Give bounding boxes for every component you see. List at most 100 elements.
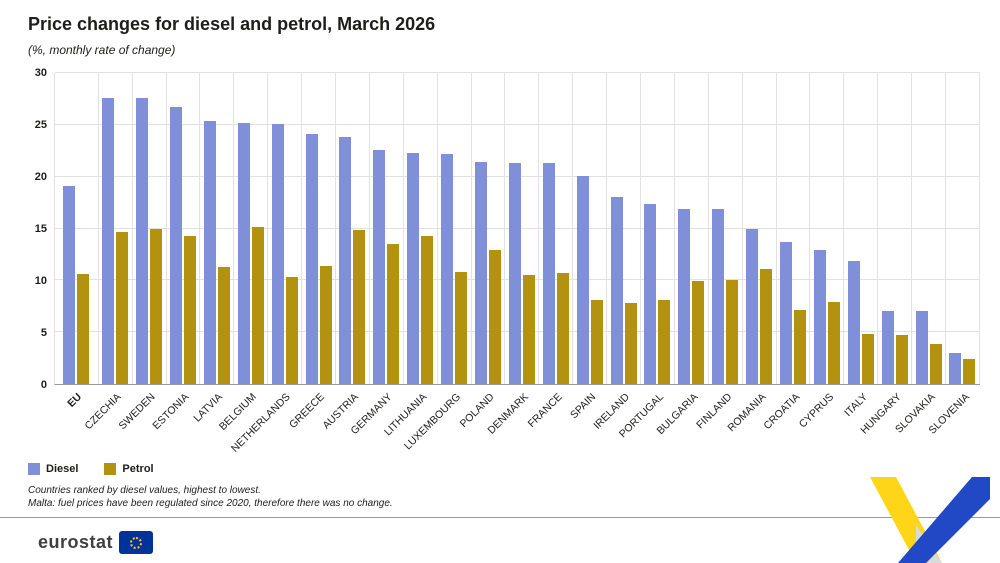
bar-group xyxy=(844,73,879,384)
gridline xyxy=(55,123,980,125)
bar-group xyxy=(878,73,913,384)
bar-chart: 0 5 10 15 20 25 30 EU CZECHIA SWEDEN ESTONIA LATVI… xyxy=(28,67,980,459)
bar-petrol xyxy=(827,302,840,384)
y-axis-spacer xyxy=(28,385,54,459)
bar-diesel xyxy=(169,107,182,384)
bar-group xyxy=(268,73,303,384)
bar-group xyxy=(777,73,811,384)
bar-diesel xyxy=(847,260,860,384)
bar-diesel xyxy=(203,120,216,384)
footer-divider xyxy=(0,517,1000,518)
bar-group xyxy=(912,73,947,384)
bar-petrol xyxy=(929,343,942,384)
bar-diesel xyxy=(746,228,759,384)
bar-petrol xyxy=(455,272,468,384)
y-axis: 0 5 10 15 20 25 30 xyxy=(28,67,54,391)
y-tick-label: 20 xyxy=(34,171,47,183)
bar-diesel xyxy=(881,311,894,384)
bar-petrol xyxy=(353,229,366,384)
legend: Diesel Petrol xyxy=(28,463,980,475)
bar-petrol xyxy=(963,359,976,384)
bar-petrol xyxy=(522,275,535,384)
bar-diesel xyxy=(339,137,352,384)
bar-petrol xyxy=(489,250,501,384)
eurostat-ribbon-graphic xyxy=(870,477,990,563)
bar-group xyxy=(55,73,99,384)
bar-group xyxy=(167,73,201,384)
eu-flag-icon xyxy=(119,531,154,554)
x-axis: EU CZECHIA SWEDEN ESTONIA LATVIA BELGIUM NETHE… xyxy=(28,385,980,459)
bar-petrol xyxy=(387,244,400,384)
y-tick-label: 0 xyxy=(40,379,47,391)
bar-group xyxy=(370,73,404,384)
bar-group xyxy=(505,73,540,384)
bar-petrol xyxy=(692,281,705,384)
bar-group xyxy=(438,73,472,384)
gridline xyxy=(55,72,980,73)
bar-petrol xyxy=(116,231,129,384)
bar-petrol xyxy=(183,235,196,384)
chart-subtitle: (%, monthly rate of change) xyxy=(28,43,176,57)
bar-petrol xyxy=(760,268,773,384)
bar-diesel xyxy=(813,250,826,384)
bar-petrol xyxy=(624,303,637,384)
y-tick-label: 25 xyxy=(34,119,47,131)
bar-diesel xyxy=(678,208,691,384)
footnote-malta: Malta: fuel prices have been regulated s… xyxy=(28,498,393,509)
bar-group xyxy=(675,73,709,384)
bar-group xyxy=(539,73,574,384)
legend-swatch-icon xyxy=(104,463,117,475)
bar-petrol xyxy=(217,266,230,384)
legend-item-diesel: Diesel xyxy=(28,463,78,475)
bar-group xyxy=(234,73,269,384)
x-axis-label: EU xyxy=(65,391,85,410)
bar-diesel xyxy=(136,97,149,384)
bar-group xyxy=(99,73,133,384)
bar-petrol xyxy=(658,300,671,384)
bar-group xyxy=(743,73,777,384)
bar-group xyxy=(810,73,845,384)
bar-petrol xyxy=(895,335,908,384)
chart-title: Price changes for diesel and petrol, Mar… xyxy=(28,14,436,34)
x-label-cell: CYPRUS xyxy=(796,385,844,459)
bar-group xyxy=(472,73,506,384)
bar-diesel xyxy=(475,162,487,384)
bar-petrol xyxy=(285,277,298,384)
bar-petrol xyxy=(794,310,807,384)
plot-area xyxy=(54,72,980,385)
bar-petrol xyxy=(590,300,603,384)
bar-group xyxy=(336,73,370,384)
bar-diesel xyxy=(63,186,76,384)
bar-petrol xyxy=(726,280,739,384)
bar-diesel xyxy=(373,149,386,384)
x-label-cell: FRANCE xyxy=(526,385,573,459)
bar-group xyxy=(302,73,336,384)
bar-group xyxy=(573,73,608,384)
eurostat-logo-text: eurostat xyxy=(38,532,114,552)
bar-group xyxy=(946,73,980,384)
bar-group xyxy=(641,73,675,384)
bar-diesel xyxy=(508,163,521,384)
x-label-cell: SLOVENIA xyxy=(926,385,980,459)
footnote-ranking: Countries ranked by diesel values, highe… xyxy=(28,485,261,496)
legend-item-petrol: Petrol xyxy=(104,463,154,475)
x-axis-label: SPAIN xyxy=(568,391,599,422)
page: Price changes for diesel and petrol, Mar… xyxy=(28,14,980,509)
bar-petrol xyxy=(251,227,264,384)
bar-diesel xyxy=(915,311,928,384)
bar-diesel xyxy=(780,241,793,384)
x-axis-label: ITALY xyxy=(841,391,870,420)
bar-diesel xyxy=(102,97,115,384)
y-tick-label: 30 xyxy=(34,67,47,79)
plot-row: 0 5 10 15 20 25 30 xyxy=(28,67,980,391)
bar-petrol xyxy=(319,265,332,384)
bar-diesel xyxy=(441,153,454,384)
bar-diesel xyxy=(542,163,555,384)
y-tick-label: 10 xyxy=(34,275,47,287)
eurostat-logo: eurostat xyxy=(38,531,154,554)
bar-petrol xyxy=(77,274,90,384)
bar-diesel xyxy=(712,208,725,384)
legend-label: Diesel xyxy=(46,463,79,475)
bar-group xyxy=(200,73,235,384)
bar-diesel xyxy=(949,352,962,384)
